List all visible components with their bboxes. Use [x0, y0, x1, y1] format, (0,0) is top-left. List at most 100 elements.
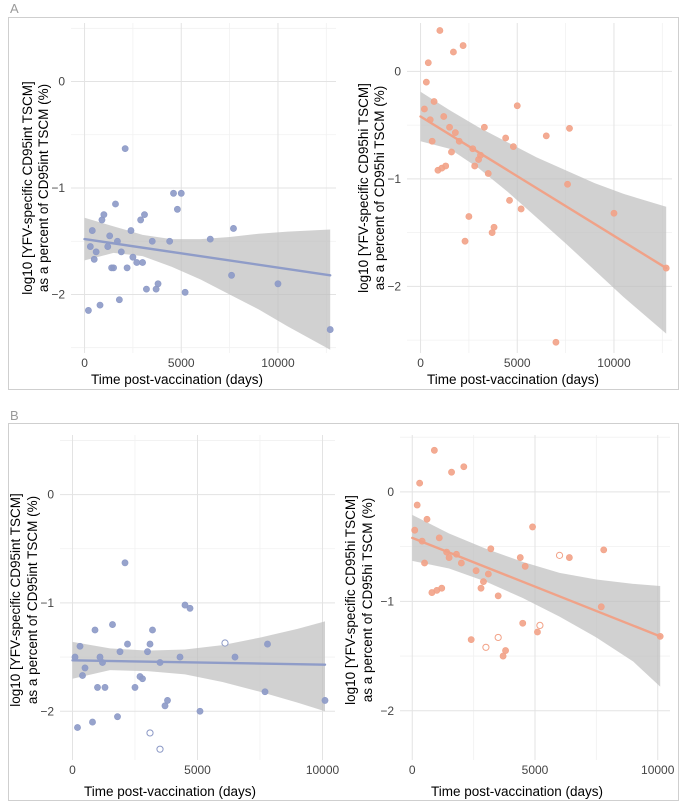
data-point: [502, 134, 510, 142]
data-point: [106, 232, 114, 240]
regression-line: [411, 536, 662, 638]
data-point: [173, 205, 181, 213]
data-point: [509, 143, 517, 151]
y-tick-label: 0: [387, 485, 394, 499]
data-point: [494, 592, 502, 600]
data-point: [513, 102, 521, 110]
data-point: [471, 162, 479, 170]
y-axis-title-line2: as a percent of CD95int TSCM (%): [25, 496, 40, 704]
data-point: [442, 162, 450, 170]
y-tick-label: −1: [51, 181, 65, 195]
data-point: [440, 113, 448, 120]
data-point: [110, 264, 117, 272]
data-point: [597, 603, 605, 611]
data-point-open: [482, 643, 490, 651]
data-point: [411, 526, 419, 534]
data-point: [121, 145, 129, 153]
y-tick-label: 0: [58, 75, 65, 89]
y-tick-label: −1: [387, 172, 401, 186]
data-point: [428, 137, 436, 145]
data-point: [230, 225, 237, 232]
data-point: [121, 559, 129, 567]
data-point: [421, 559, 428, 567]
data-point: [114, 713, 121, 721]
data-point: [430, 98, 438, 105]
data-point: [450, 48, 457, 56]
data-point: [326, 326, 334, 333]
x-tick-label: 0: [81, 356, 88, 370]
data-point: [564, 180, 571, 188]
data-point: [451, 129, 459, 137]
data-point: [472, 567, 480, 575]
data-point: [228, 271, 235, 279]
data-point: [149, 626, 156, 634]
y-tick-label: 0: [47, 488, 54, 502]
data-point: [186, 604, 194, 612]
data-point: [196, 707, 204, 715]
data-point: [436, 27, 444, 34]
chart-b-cd95int: 0 5000 10000 0 −1 −2 Time post-vaccination (da…: [8, 435, 340, 799]
data-point: [484, 170, 492, 177]
y-axis-title-line1: log10 [YFV-specific CD95int TSCM]: [8, 493, 23, 707]
data-point: [542, 132, 550, 140]
y-tick-label: −1: [40, 596, 54, 610]
data-point-open: [494, 633, 502, 642]
data-point: [100, 211, 108, 219]
data-point: [181, 288, 189, 296]
data-point: [552, 338, 560, 346]
data-point: [231, 653, 239, 661]
confidence-band: [72, 621, 325, 712]
data-point: [465, 213, 473, 220]
data-point: [133, 259, 141, 266]
data-point: [430, 446, 438, 454]
data-point: [104, 243, 112, 250]
chart-b-cd95hi: 0 5000 10000 0 −1 −2 Time post-vaccination (da…: [343, 435, 675, 799]
data-point: [529, 523, 536, 531]
data-point: [502, 647, 509, 654]
regression-line: [419, 115, 668, 270]
data-point: [423, 515, 431, 523]
data-point: [499, 652, 507, 660]
data-point: [164, 697, 171, 704]
data-point: [154, 280, 162, 288]
data-point: [448, 148, 455, 156]
data-point: [115, 296, 123, 304]
data-point: [506, 196, 513, 204]
data-point: [517, 205, 525, 213]
data-point: [137, 216, 145, 224]
data-point: [85, 307, 92, 314]
data-point: [94, 684, 101, 691]
data-point: [600, 546, 608, 554]
data-point: [521, 562, 529, 570]
data-point: [422, 78, 430, 86]
panel-a-label: A: [10, 1, 19, 16]
data-point: [477, 584, 485, 592]
data-point: [131, 684, 139, 691]
data-point: [112, 200, 119, 208]
data-point: [610, 209, 618, 217]
y-tick-label: −2: [387, 279, 401, 293]
data-point: [91, 626, 99, 634]
data-point-open: [536, 621, 544, 630]
data-point: [264, 640, 271, 648]
x-tick-label: 5000: [184, 763, 211, 777]
data-point-open: [146, 729, 154, 737]
x-axis-title: Time post-vaccination (days): [84, 784, 256, 799]
y-axis-title-line1: log10 [YFV-specific CD95hi TSCM]: [356, 83, 371, 293]
y-axis-title-line1: log10 [YFV-specific CD95int TSCM]: [20, 81, 35, 295]
data-point: [141, 211, 148, 219]
data-point: [116, 648, 124, 656]
x-tick-label: 5000: [522, 763, 549, 777]
data-point: [467, 636, 475, 644]
x-axis-title: Time post-vaccination (days): [431, 784, 603, 799]
y-tick-label: 0: [394, 64, 401, 78]
data-point: [166, 237, 174, 245]
x-tick-label: 5000: [504, 356, 531, 370]
x-tick-label: 10000: [306, 763, 340, 777]
data-point: [170, 189, 177, 197]
data-point: [435, 534, 443, 542]
data-point: [438, 584, 446, 592]
data-point: [146, 640, 154, 648]
y-tick-label: −2: [51, 287, 65, 301]
y-axis-title-line2: as a percent of CD95hi TSCM (%): [372, 86, 387, 291]
